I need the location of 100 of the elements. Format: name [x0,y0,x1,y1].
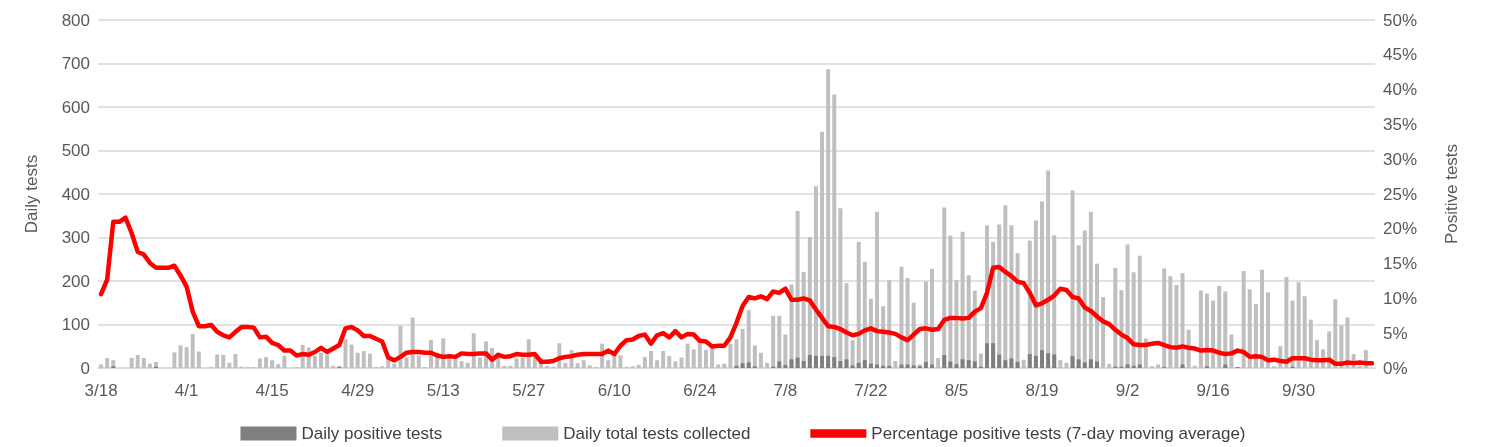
y2-tick-label: 5% [1383,323,1408,343]
bar [691,349,696,368]
bar [813,355,818,368]
bar [184,347,189,368]
x-tick-label: 4/1 [174,381,199,400]
bar [997,354,1002,368]
y-tick-label: 300 [61,228,90,247]
bar [911,365,916,368]
bar [881,306,886,368]
y2-tick-label: 30% [1383,149,1418,169]
line-series [98,215,1375,367]
x-tick-label: 6/24 [683,381,717,400]
x-tick-label: 7/8 [773,381,798,400]
x-tick-label: 9/16 [1196,381,1230,400]
bar [190,334,195,368]
bar [129,358,134,368]
y-tick-label: 800 [61,10,90,30]
bar [514,358,519,368]
bar [105,358,110,368]
bar [196,351,201,368]
bar [930,268,935,368]
bar [1131,272,1136,368]
y2-tick-label: 0% [1383,358,1408,378]
bar [899,266,904,368]
bar [862,360,867,368]
bar [661,351,666,368]
bar [1125,244,1130,368]
bar [264,357,269,368]
bar [1174,284,1179,368]
bar [575,363,580,368]
y2-tick-label: 50% [1383,10,1418,30]
bar [1211,300,1216,368]
x-tick-label: 4/15 [255,381,289,400]
bar [141,358,146,368]
bar [257,358,262,368]
bar [1168,276,1173,368]
x-tick-label: 8/5 [944,381,969,400]
bar [392,363,397,368]
bar [361,351,366,368]
bar [459,361,464,368]
y-tick-label: 700 [61,54,90,73]
bar [746,362,751,368]
x-tick-label: 6/10 [597,381,631,400]
bar [618,355,623,368]
x-tick-label: 3/18 [84,381,118,400]
y-tick-label: 600 [61,97,90,117]
bar [612,354,617,368]
bar [783,364,788,368]
bar [960,359,965,368]
x-tick-label: 9/30 [1282,381,1316,400]
bar [1217,285,1222,368]
bar [178,345,183,368]
bar [844,359,849,368]
bar [758,352,763,368]
bar [832,357,837,368]
bar [648,351,653,368]
x-tick-label: 5/13 [426,381,460,400]
bar [270,360,275,368]
bar [795,357,800,368]
bar [1302,296,1307,368]
bar [978,353,983,368]
bar [1009,358,1014,368]
bar [1204,293,1209,368]
y2-axis-title: Positive tests [1442,143,1461,245]
y-tick-label: 200 [61,271,90,291]
bar [673,361,678,368]
bar [1119,290,1124,368]
bar [404,357,409,368]
bar [1137,255,1142,368]
bar [1052,354,1057,368]
bar [1082,362,1087,368]
bar [1015,361,1020,368]
bar [783,334,788,368]
bar [1076,359,1081,368]
bar [1101,297,1106,368]
bar [1107,364,1112,368]
bar [752,345,757,368]
bar [1095,361,1099,368]
bar [1253,304,1258,368]
bar [221,354,226,368]
bar [1259,269,1264,368]
bar [838,361,843,368]
bar [807,354,812,368]
y2-tick-label: 35% [1383,114,1418,134]
bar [655,360,660,368]
y-tick-label: 400 [61,184,90,204]
y-axis-title: Daily tests [22,154,41,234]
bar [1113,267,1118,368]
x-tick-label: 8/19 [1025,381,1059,400]
bar [312,355,317,368]
bar [801,361,806,368]
bar [703,349,708,368]
bar [991,343,996,368]
bar [936,358,941,368]
bar [282,355,287,368]
bar [1046,353,1051,368]
y-tick-label: 0 [80,358,90,378]
y2-tick-label: 15% [1383,254,1418,274]
bar [343,339,348,368]
bar [923,361,928,368]
